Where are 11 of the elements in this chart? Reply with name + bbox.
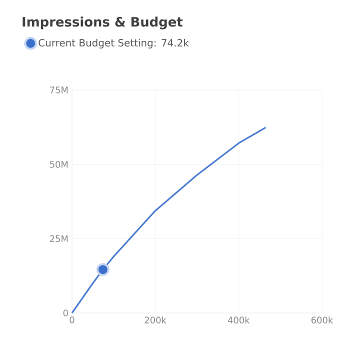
y-tick-label: 75M xyxy=(50,86,68,94)
chart-title: Impressions & Budget xyxy=(22,16,183,30)
x-tick-label: 200k xyxy=(144,316,166,324)
legend-label: Current Budget Setting: 74.2k xyxy=(38,38,189,48)
y-tick-label: 50M xyxy=(50,160,68,168)
y-tick-label: 25M xyxy=(50,235,68,242)
y-tick-label: 0 xyxy=(63,310,68,316)
x-tick-label: 600k xyxy=(311,316,334,324)
line-series xyxy=(71,126,267,314)
x-tick-label: 0 xyxy=(70,316,74,324)
x-tick-label: 400k xyxy=(228,316,250,324)
